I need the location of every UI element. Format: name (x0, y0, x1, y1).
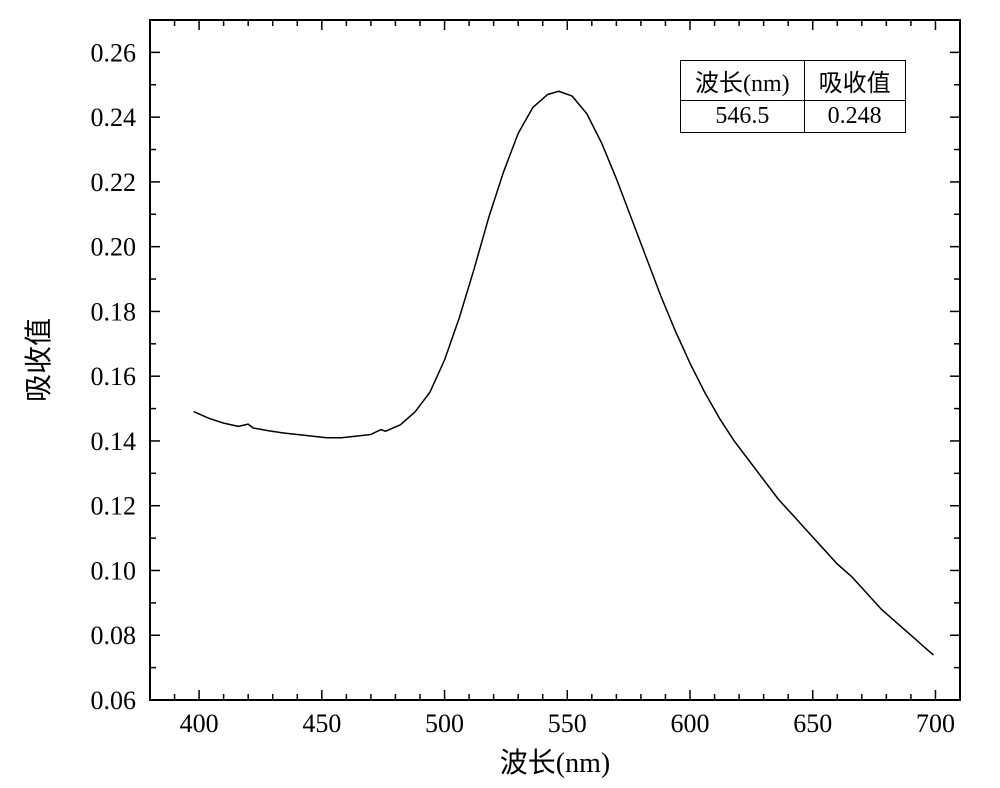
x-tick-label: 600 (671, 709, 710, 738)
x-axis-label: 波长(nm) (500, 747, 610, 779)
table-header-cell: 吸收值 (804, 61, 905, 101)
chart-container: 400 450 500 550 600 650 700 波长(nm) 0.06 0.08 0.10 0… (0, 0, 1000, 788)
table-row: 546.50.248 (681, 101, 906, 133)
y-tick-label: 0.22 (91, 168, 137, 197)
absorption-curve (194, 91, 933, 654)
y-tick-label: 0.06 (91, 686, 137, 715)
y-tick-label: 0.24 (91, 103, 137, 132)
x-tick-label: 650 (793, 709, 832, 738)
y-tick-label: 0.26 (91, 38, 137, 67)
y-tick-label: 0.14 (91, 427, 137, 456)
y-tick-label: 0.20 (91, 233, 137, 262)
table-header-cell: 波长(nm) (681, 61, 805, 101)
table-cell: 0.248 (804, 101, 905, 133)
table-cell: 546.5 (681, 101, 805, 133)
x-tick-label: 550 (548, 709, 587, 738)
x-tick-label: 450 (302, 709, 341, 738)
y-tick-label: 0.12 (91, 492, 137, 521)
x-tick-label: 400 (180, 709, 219, 738)
x-tick-label: 500 (425, 709, 464, 738)
x-tick-label: 700 (916, 709, 955, 738)
y-tick-label: 0.08 (91, 621, 137, 650)
peak-data-table: 波长(nm)吸收值 546.50.248 (680, 60, 906, 133)
y-tick-label: 0.16 (91, 362, 137, 391)
y-tick-label: 0.10 (91, 556, 137, 585)
y-tick-label: 0.18 (91, 297, 137, 326)
y-axis-label: 吸收值 (23, 318, 55, 402)
